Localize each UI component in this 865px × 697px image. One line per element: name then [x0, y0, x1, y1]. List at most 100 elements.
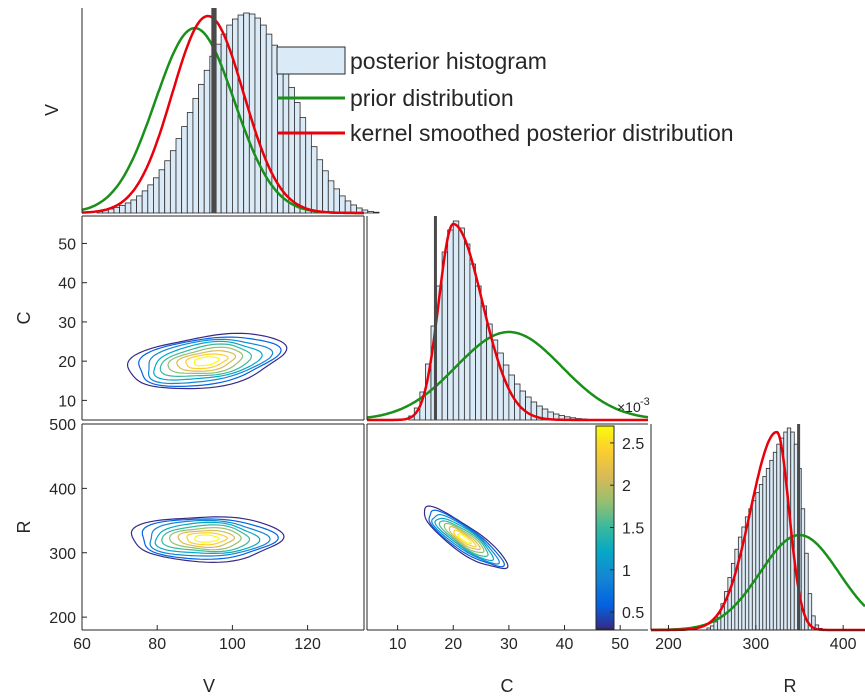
histogram-bar [452, 220, 460, 421]
x-tick-label: 10 [389, 636, 407, 653]
histogram-bar [769, 459, 774, 631]
histogram-bar [344, 200, 352, 214]
legend-label-posterior: kernel smoothed posterior distribution [350, 120, 734, 146]
colorbar-tick-label: 0.5 [622, 605, 644, 622]
panel-R-histogram: 200 300 400 R [650, 424, 865, 696]
density-contour [161, 524, 251, 553]
histogram-bar [198, 83, 205, 214]
x-axis-label-C: C [501, 676, 514, 696]
x-tick-label: 40 [556, 636, 574, 653]
x-tick-label: 200 [655, 636, 682, 653]
x-tick-label: 400 [830, 636, 857, 653]
y-axis-label-R: R [14, 521, 34, 534]
x-tick-label: 30 [500, 636, 518, 653]
histogram-bar [305, 132, 312, 214]
density-contour [141, 518, 279, 560]
x-tick-label: 300 [742, 636, 769, 653]
density-contour [169, 527, 242, 551]
density-contour [194, 534, 220, 543]
histogram-bar [758, 484, 764, 631]
y-tick-label: 40 [58, 276, 76, 293]
histogram-bar [254, 17, 262, 214]
histogram-bar [480, 305, 488, 421]
y-tick-label: 50 [58, 236, 76, 253]
y-tick-label: 30 [58, 315, 76, 332]
panel-R-vs-C-contour: 10 20 30 40 50 C [366, 423, 648, 696]
density-contour [443, 522, 485, 554]
y-tick-label: 200 [49, 610, 76, 627]
density-contour [149, 519, 271, 557]
histogram-bar [175, 138, 183, 214]
density-contour [193, 356, 221, 367]
density-contour [130, 516, 285, 564]
histogram-bar [463, 243, 471, 421]
density-contour [177, 529, 236, 548]
histogram-bar [124, 202, 132, 214]
histogram-bar [367, 210, 374, 214]
histogram-bar [192, 98, 199, 214]
y-tick-label: 400 [49, 481, 76, 498]
y-tick-label: 10 [58, 393, 76, 410]
colorbar-exponent-base: ×10 [617, 399, 641, 415]
density-contour [438, 520, 489, 557]
colorbar-exponent-power: -3 [640, 396, 650, 408]
density-contour [186, 532, 228, 546]
histogram-bar [141, 190, 149, 214]
histogram-bar [475, 285, 482, 421]
density-contour [453, 529, 477, 548]
density-contour [428, 509, 505, 568]
histogram-bar [181, 126, 188, 214]
histogram-bar [762, 476, 767, 631]
histogram-bar [147, 184, 154, 214]
density-contour [159, 343, 253, 378]
histogram-bar [169, 150, 177, 214]
density-contour [176, 350, 237, 372]
panel-C-vs-V-contour: 10 20 30 40 50 C [14, 215, 365, 421]
colorbar: ×10 -3 0.5 1 1.5 2 2.5 [595, 396, 650, 630]
histogram-bar [113, 206, 120, 214]
histogram-bar [776, 443, 781, 631]
density-contour [126, 332, 288, 390]
x-tick-label: 120 [294, 636, 321, 653]
posterior-kernel-curve [367, 222, 648, 422]
y-tick-label: 20 [58, 354, 76, 371]
colorbar-tick-label: 1 [622, 563, 631, 580]
histogram-bar [339, 195, 346, 214]
panel-C-histogram [366, 216, 649, 422]
density-contour [154, 521, 261, 554]
histogram-bar [164, 160, 171, 214]
histogram-bar [186, 112, 194, 214]
histogram-bar [136, 195, 143, 214]
histogram-bar [713, 621, 718, 631]
histogram-bar [333, 188, 340, 214]
x-tick-label: 100 [219, 636, 246, 653]
x-tick-label: 20 [444, 636, 462, 653]
density-contour [148, 338, 274, 385]
legend-swatch-histogram [276, 46, 346, 75]
histogram-bar [316, 159, 324, 214]
histogram-bar [447, 229, 454, 421]
histogram-bar [772, 451, 778, 631]
histogram-bar [755, 492, 760, 631]
panel-V-histogram: V [42, 8, 380, 215]
histogram-bar [469, 263, 476, 421]
histogram-bar [327, 180, 335, 214]
histogram-bar [119, 204, 126, 214]
x-tick-label: 60 [73, 636, 91, 653]
histogram-bar [372, 211, 380, 214]
histogram-bar [751, 500, 757, 631]
y-tick-label: 500 [49, 417, 76, 434]
density-contour [167, 346, 244, 374]
histogram-bar [260, 24, 267, 214]
x-axis-label-V: V [203, 676, 215, 696]
colorbar-tick-label: 1.5 [622, 521, 644, 538]
density-contour [431, 513, 500, 565]
density-contour [185, 353, 229, 370]
histogram-bar [765, 467, 771, 631]
density-contour [138, 336, 282, 388]
histogram-bar [158, 169, 166, 214]
histogram-bar [294, 102, 301, 214]
density-contour [448, 525, 481, 551]
histogram-bar [203, 69, 211, 214]
